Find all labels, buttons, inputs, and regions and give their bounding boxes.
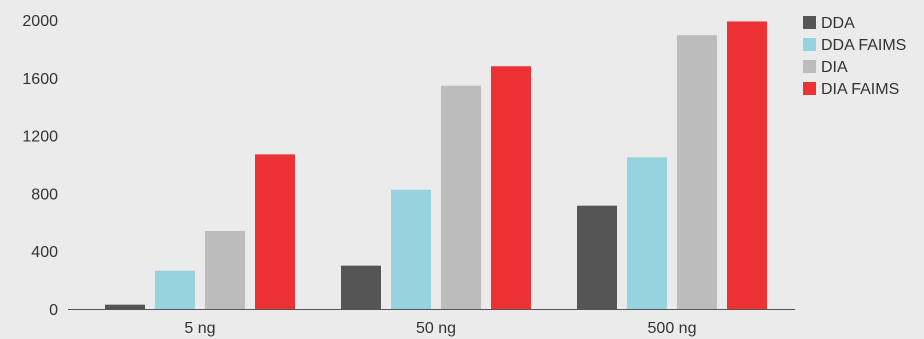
y-tick-label: 400 [31,244,58,261]
bar-dda-faims-5-ng [155,270,195,309]
bar-dia-faims-50-ng [491,66,531,310]
bar-dda-5-ng [105,304,145,309]
bar-dda-faims-50-ng [391,189,431,309]
bar-dia-faims-500-ng [727,21,767,309]
bar-dia-500-ng [677,35,717,310]
x-category-label: 50 ng [416,320,456,337]
y-tick-label: 0 [49,302,58,319]
x-category-label: 5 ng [184,320,215,337]
y-tick-label: 1200 [22,129,58,146]
y-tick-label: 800 [31,186,58,203]
legend-label: DDA [821,15,855,32]
y-axis-ticks: 0 400 800 1200 1600 2000 [22,13,58,319]
y-tick-label: 2000 [22,13,58,30]
legend-label: DIA FAIMS [821,81,899,98]
legend-label: DIA [821,59,848,76]
bar-dda-50-ng [341,265,381,309]
bar-dda-faims-500-ng [627,157,667,309]
bar-dda-500-ng [577,205,617,309]
bar-dia-5-ng [205,230,245,309]
bar-dia-50-ng [441,85,481,309]
legend-swatch [803,16,816,29]
x-category-label: 500 ng [648,320,697,337]
legend-label: DDA FAIMS [821,37,906,54]
legend-swatch [803,82,816,95]
y-tick-label: 1600 [22,71,58,88]
legend-swatch [803,60,816,73]
legend: DDA DDA FAIMS DIA DIA FAIMS [803,15,906,98]
bars [105,21,767,310]
x-axis-labels: 5 ng 50 ng 500 ng [184,320,696,337]
bar-dia-faims-5-ng [255,154,295,309]
legend-swatch [803,38,816,51]
